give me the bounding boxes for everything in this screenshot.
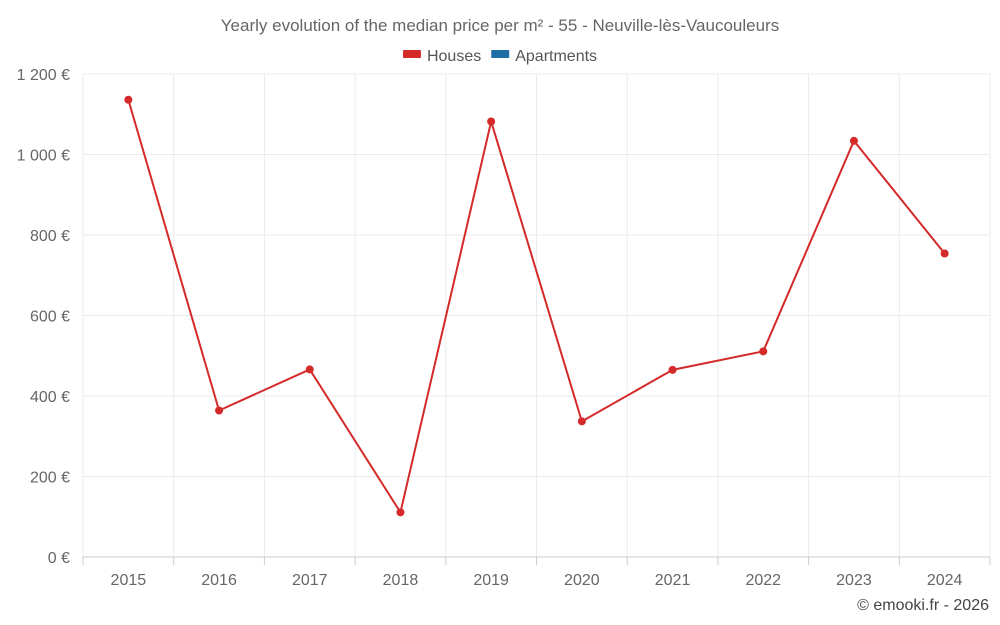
data-point-houses [849, 136, 858, 145]
legend-item-apartments: Apartments [491, 48, 597, 65]
data-point-houses [759, 347, 768, 356]
x-tick-label: 2018 [383, 572, 419, 589]
x-tick-label: 2017 [292, 572, 328, 589]
x-tick-label: 2020 [564, 572, 600, 589]
x-tick-label: 2016 [201, 572, 237, 589]
data-point-houses [577, 417, 586, 426]
axes [82, 556, 991, 565]
data-point-houses [668, 365, 677, 374]
data-point-houses [396, 508, 405, 517]
data-point-houses [124, 95, 133, 104]
y-tick-label: 0 € [48, 550, 70, 567]
y-tick-label: 400 € [30, 389, 70, 406]
y-tick-label: 200 € [30, 470, 70, 487]
chart-title: Yearly evolution of the median price per… [221, 16, 779, 35]
x-tick-label: 2022 [745, 572, 781, 589]
x-tick-label: 2015 [111, 572, 147, 589]
x-tick-label: 2021 [655, 572, 691, 589]
y-tick-labels: 0 € 200 € 400 € 600 € 800 € 1 000 € 1 200 € [17, 67, 70, 567]
legend: Houses Apartments [402, 48, 597, 65]
y-gridlines [83, 73, 990, 477]
legend-swatch-houses [402, 50, 421, 58]
legend-item-houses: Houses [402, 48, 481, 65]
x-tick-labels: 2015 2016 2017 2018 2019 2020 2021 2022 2023 2024 [111, 572, 963, 589]
data-point-houses [940, 249, 949, 258]
data-point-houses [487, 117, 496, 126]
legend-swatch-apartments [491, 50, 510, 58]
y-tick-label: 600 € [30, 309, 70, 326]
x-tick-label: 2019 [473, 572, 509, 589]
legend-label-apartments: Apartments [515, 48, 597, 65]
data-point-houses [215, 406, 224, 415]
data-point-houses [305, 365, 314, 374]
series-line-houses [127, 99, 946, 514]
series-layer [124, 95, 949, 517]
x-tick-label: 2023 [836, 572, 872, 589]
legend-label-houses: Houses [427, 48, 481, 65]
y-tick-label: 1 000 € [17, 148, 70, 165]
x-tick-label: 2024 [927, 572, 963, 589]
y-tick-label: 1 200 € [17, 67, 70, 84]
y-tick-label: 800 € [30, 228, 70, 245]
credit-text: © emooki.fr - 2026 [857, 597, 989, 614]
